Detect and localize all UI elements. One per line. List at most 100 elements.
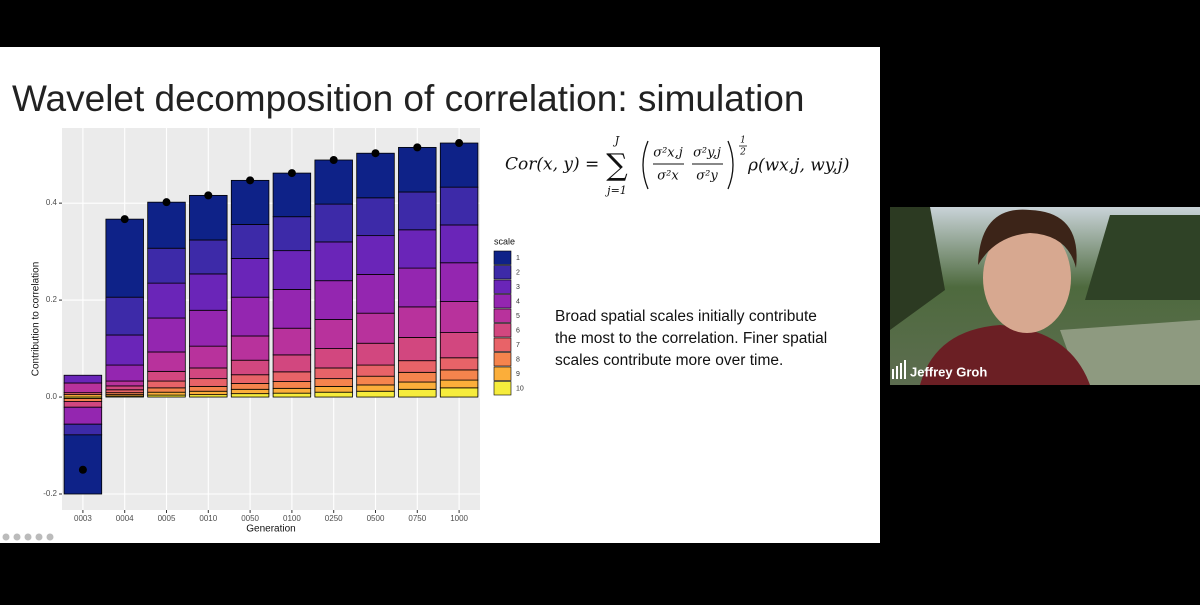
legend-label: 8 — [516, 356, 520, 363]
bar-segment — [398, 360, 437, 373]
formula-exp: 1 — [740, 136, 746, 146]
total-point — [120, 215, 129, 224]
bar-segment — [230, 374, 270, 384]
bar-segment — [147, 201, 186, 249]
bar-segment — [189, 345, 228, 369]
bar-segment — [230, 393, 270, 398]
bar-segment — [147, 317, 186, 353]
bar-segment — [63, 434, 103, 495]
bar-segment — [189, 239, 228, 275]
bar-segment — [314, 203, 353, 243]
x-tick-label: 1000 — [450, 514, 468, 523]
total-point — [78, 465, 87, 474]
trees — [1085, 215, 1200, 300]
legend-key — [493, 366, 512, 381]
formula-frac: σ²y,j — [693, 146, 721, 161]
bar-segment — [189, 367, 228, 380]
bar-segment — [272, 216, 312, 252]
bar-segment — [230, 179, 270, 225]
note-line: the most to the correlation. Finer spati… — [555, 330, 827, 347]
bar-segment — [63, 398, 103, 402]
bar-segment — [272, 172, 312, 218]
bar-segment — [147, 391, 186, 396]
bar-segment — [314, 385, 353, 393]
toolbar-icon[interactable] — [24, 533, 32, 541]
bar-segment — [356, 384, 395, 392]
legend-label: 1 — [516, 255, 520, 262]
bar-segment — [189, 309, 228, 347]
bar-segment — [105, 218, 144, 298]
note-line: scales contribute more over time. — [555, 352, 783, 369]
bar-segment — [230, 335, 270, 361]
bar-segment — [63, 374, 103, 384]
legend-label: 6 — [516, 327, 520, 334]
bar-segment — [272, 381, 312, 389]
total-point — [162, 198, 171, 207]
bar-segment — [314, 348, 353, 369]
bar-segment — [147, 282, 186, 319]
bar-segment — [439, 142, 479, 188]
total-point — [455, 139, 464, 148]
bar-segment — [63, 423, 103, 436]
x-tick-label: 0500 — [367, 514, 385, 523]
bar-segment — [189, 194, 228, 241]
bar-segment — [398, 191, 437, 231]
formula-frac: σ²x — [657, 169, 679, 184]
x-tick-label: 0100 — [283, 514, 301, 523]
total-point — [246, 176, 255, 185]
slide-title: Wavelet decomposition of correlation: si… — [12, 78, 804, 119]
legend-label: 7 — [516, 342, 520, 349]
bar-segment — [230, 359, 270, 376]
note-line: Broad spatial scales initially contribut… — [555, 308, 817, 325]
bar-segment — [272, 289, 312, 329]
x-tick-label: 0050 — [241, 514, 259, 523]
bar-segment — [272, 327, 312, 356]
bar-segment — [230, 383, 270, 390]
legend-key — [493, 337, 512, 352]
legend-key — [493, 265, 512, 280]
bar-segment — [314, 391, 353, 398]
legend-key — [493, 352, 512, 367]
bar-segment — [105, 385, 144, 391]
toolbar-icon[interactable] — [35, 533, 43, 541]
toolbar-icon[interactable] — [2, 533, 10, 541]
bar-segment — [230, 224, 270, 259]
bar-segment — [63, 406, 103, 425]
bar-segment — [398, 381, 437, 390]
bar-segment — [147, 380, 186, 389]
bar-segment — [356, 235, 395, 275]
toolbar-icon[interactable] — [13, 533, 21, 541]
formula-sum: ∑ — [606, 148, 628, 183]
trees — [890, 207, 945, 330]
total-point — [371, 149, 380, 158]
bar-segment — [356, 390, 395, 398]
bar-segment — [147, 370, 186, 382]
formula-lhs: Cor(x, y) = — [505, 155, 599, 175]
video-tile: Jeffrey Groh — [890, 207, 1200, 385]
bar-segment — [356, 274, 395, 314]
bar-segment — [439, 262, 479, 302]
bar-segment — [272, 371, 312, 382]
slide-toolbar[interactable] — [2, 533, 54, 541]
x-tick-label: 0005 — [158, 514, 176, 523]
legend-title: scale — [494, 236, 515, 246]
legend-label: 9 — [516, 371, 520, 378]
chart: -0.2 0.0 0.2 0.4 0003 0004 0005 0010 0050 0100 025… — [31, 128, 524, 535]
x-tick-label: 0250 — [325, 514, 343, 523]
bar-segment — [272, 354, 312, 373]
toolbar-icon[interactable] — [46, 533, 54, 541]
bar-segment — [356, 375, 395, 386]
bar-segment — [439, 186, 479, 226]
legend-label: 4 — [516, 298, 520, 305]
signal-icon — [896, 366, 898, 379]
legend-key — [493, 250, 512, 265]
bar-segment — [398, 306, 437, 338]
x-tick-label: 0010 — [199, 514, 217, 523]
bar-segment — [398, 146, 437, 193]
bar-segment — [398, 371, 437, 383]
y-tick-label: 0.0 — [46, 392, 58, 401]
formula-tail: ρ(wx,j, wy,j) — [747, 156, 849, 176]
bar-segment — [272, 250, 312, 290]
signal-icon — [900, 363, 902, 379]
